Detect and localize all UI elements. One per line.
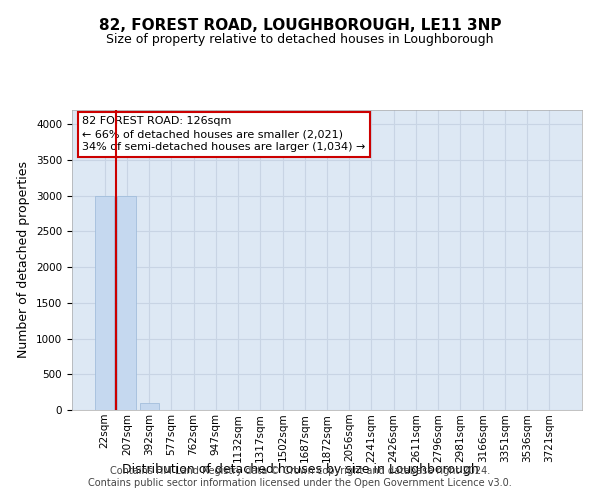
Bar — [95, 196, 114, 410]
Text: 82, FOREST ROAD, LOUGHBOROUGH, LE11 3NP: 82, FOREST ROAD, LOUGHBOROUGH, LE11 3NP — [99, 18, 501, 32]
Y-axis label: Number of detached properties: Number of detached properties — [17, 162, 31, 358]
Text: Contains HM Land Registry data © Crown copyright and database right 2024.
Contai: Contains HM Land Registry data © Crown c… — [88, 466, 512, 487]
Text: Distribution of detached houses by size in Loughborough: Distribution of detached houses by size … — [122, 462, 478, 475]
Bar — [140, 403, 158, 410]
Text: 82 FOREST ROAD: 126sqm
← 66% of detached houses are smaller (2,021)
34% of semi-: 82 FOREST ROAD: 126sqm ← 66% of detached… — [82, 116, 365, 152]
Text: Size of property relative to detached houses in Loughborough: Size of property relative to detached ho… — [106, 32, 494, 46]
Bar — [118, 196, 136, 410]
